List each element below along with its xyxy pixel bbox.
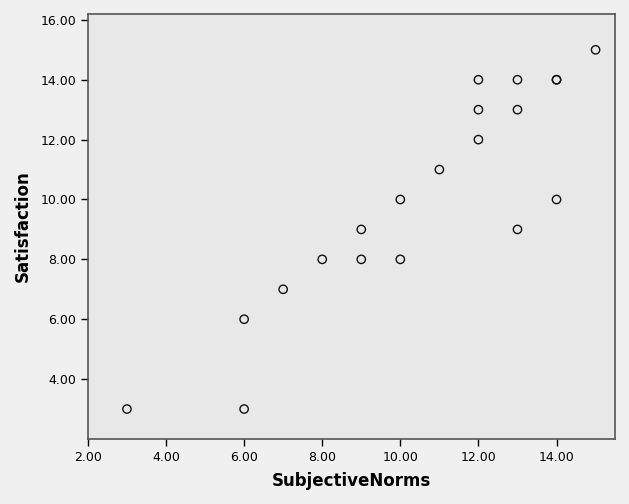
Point <box>513 106 523 114</box>
X-axis label: SubjectiveNorms: SubjectiveNorms <box>272 472 431 490</box>
Point <box>395 256 405 264</box>
Point <box>474 136 484 144</box>
Point <box>356 256 366 264</box>
Point <box>356 225 366 233</box>
Point <box>474 76 484 84</box>
Point <box>239 315 249 323</box>
Point <box>474 106 484 114</box>
Y-axis label: Satisfaction: Satisfaction <box>14 170 32 282</box>
Point <box>395 196 405 204</box>
Point <box>239 405 249 413</box>
Point <box>122 405 132 413</box>
Point <box>552 196 562 204</box>
Point <box>317 256 327 264</box>
Point <box>278 285 288 293</box>
Point <box>513 225 523 233</box>
Point <box>435 165 445 173</box>
Point <box>591 46 601 54</box>
Point <box>513 76 523 84</box>
Point <box>552 76 562 84</box>
Point <box>552 76 562 84</box>
